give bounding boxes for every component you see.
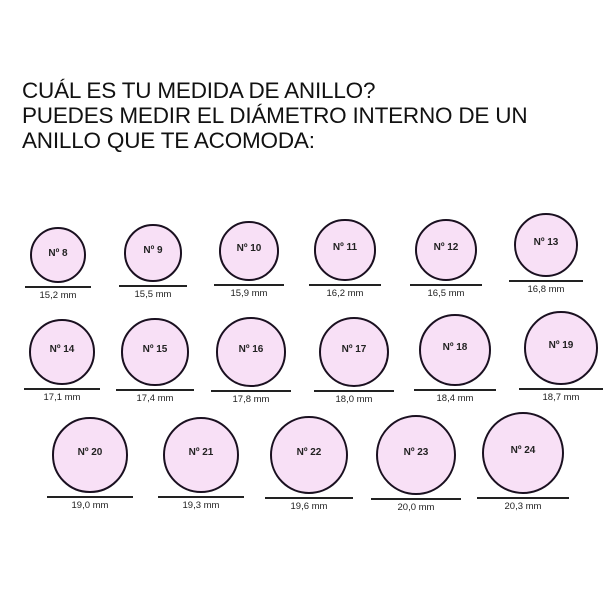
ring-size-label: Nº 19 bbox=[548, 340, 574, 352]
ring-size-label: Nº 12 bbox=[433, 242, 459, 254]
ring-size-label: Nº 21 bbox=[188, 447, 214, 459]
diameter-line bbox=[508, 280, 584, 283]
ring-size-label: Nº 24 bbox=[510, 445, 536, 457]
ring-circle: Nº 16 bbox=[216, 317, 286, 387]
ring-circle: Nº 20 bbox=[52, 417, 128, 493]
ring-circle: Nº 13 bbox=[513, 212, 579, 278]
ring-circle: Nº 19 bbox=[524, 311, 598, 385]
ring-circle: Nº 10 bbox=[219, 221, 279, 281]
diameter-line bbox=[25, 286, 91, 288]
ring-circle: Nº 17 bbox=[318, 316, 390, 388]
diameter-line bbox=[47, 495, 133, 498]
diameter-line bbox=[519, 387, 603, 390]
diameter-label: 18,7 mm bbox=[542, 391, 580, 403]
diameter-label: 16,2 mm bbox=[326, 287, 364, 299]
diameter-label: 20,3 mm bbox=[504, 501, 542, 512]
ring-size-label: Nº 8 bbox=[48, 247, 68, 259]
ring-size-label: Nº 16 bbox=[238, 344, 264, 356]
diameter-label: 15,2 mm bbox=[39, 290, 77, 301]
ring-size-label: Nº 18 bbox=[442, 342, 468, 354]
ring-circle: Nº 18 bbox=[418, 313, 492, 387]
diameter-line bbox=[116, 388, 194, 391]
ring-circle: Nº 24 bbox=[481, 411, 564, 494]
diameter-label: 16,5 mm bbox=[427, 288, 465, 300]
diameter-label: 18,0 mm bbox=[335, 394, 373, 406]
ring-circle: Nº 15 bbox=[121, 318, 189, 386]
page-title: CUÁL ES TU MEDIDA DE ANILLO? PUEDES MEDI… bbox=[22, 78, 528, 153]
diameter-label: 15,5 mm bbox=[134, 288, 172, 300]
diameter-label: 15,9 mm bbox=[230, 287, 268, 299]
ring-size-label: Nº 15 bbox=[142, 344, 168, 356]
ring-circle: Nº 9 bbox=[124, 224, 182, 282]
diameter-line bbox=[24, 387, 100, 390]
ring-size-label: Nº 22 bbox=[296, 447, 322, 459]
title-line: ANILLO QUE TE ACOMODA: bbox=[22, 128, 315, 153]
ring-size-label: Nº 20 bbox=[77, 447, 103, 459]
ring-size-label: Nº 14 bbox=[49, 344, 75, 356]
ring-circle: Nº 23 bbox=[375, 414, 457, 496]
ring-circle: Nº 11 bbox=[314, 219, 376, 281]
diameter-line bbox=[476, 497, 569, 499]
ring-circle: Nº 14 bbox=[29, 319, 95, 385]
diameter-label: 19,3 mm bbox=[182, 500, 220, 512]
ring-size-label: Nº 10 bbox=[236, 243, 262, 255]
ring-size-label: Nº 23 bbox=[403, 447, 429, 459]
diameter-line bbox=[119, 284, 187, 287]
diameter-line bbox=[313, 390, 395, 393]
diameter-line bbox=[413, 389, 497, 392]
diameter-label: 16,8 mm bbox=[527, 284, 565, 296]
title-line: CUÁL ES TU MEDIDA DE ANILLO? bbox=[22, 78, 376, 103]
diameter-line bbox=[370, 498, 462, 501]
diameter-label: 17,4 mm bbox=[136, 392, 174, 404]
diameter-label: 18,4 mm bbox=[436, 393, 474, 405]
diameter-label: 17,8 mm bbox=[232, 393, 270, 405]
ring-circle: Nº 8 bbox=[30, 227, 86, 283]
ring-circle: Nº 21 bbox=[162, 416, 240, 494]
diameter-line bbox=[214, 283, 284, 286]
ring-circle: Nº 22 bbox=[269, 415, 349, 495]
diameter-label: 19,0 mm bbox=[71, 499, 109, 511]
diameter-line bbox=[157, 496, 245, 499]
diameter-line bbox=[264, 497, 354, 500]
ring-size-label: Nº 11 bbox=[332, 242, 358, 254]
diameter-line bbox=[309, 283, 381, 286]
ring-circle: Nº 12 bbox=[414, 218, 478, 282]
diameter-label: 19,6 mm bbox=[290, 501, 328, 513]
diameter-label: 20,0 mm bbox=[397, 502, 435, 514]
title-line: PUEDES MEDIR EL DIÁMETRO INTERNO DE UN bbox=[22, 103, 528, 128]
ring-size-label: Nº 13 bbox=[533, 237, 559, 249]
diameter-label: 17,1 mm bbox=[43, 391, 81, 403]
diameter-line bbox=[409, 284, 483, 287]
ring-size-label: Nº 17 bbox=[341, 344, 367, 356]
ring-size-label: Nº 9 bbox=[143, 245, 163, 257]
diameter-line bbox=[211, 389, 291, 392]
